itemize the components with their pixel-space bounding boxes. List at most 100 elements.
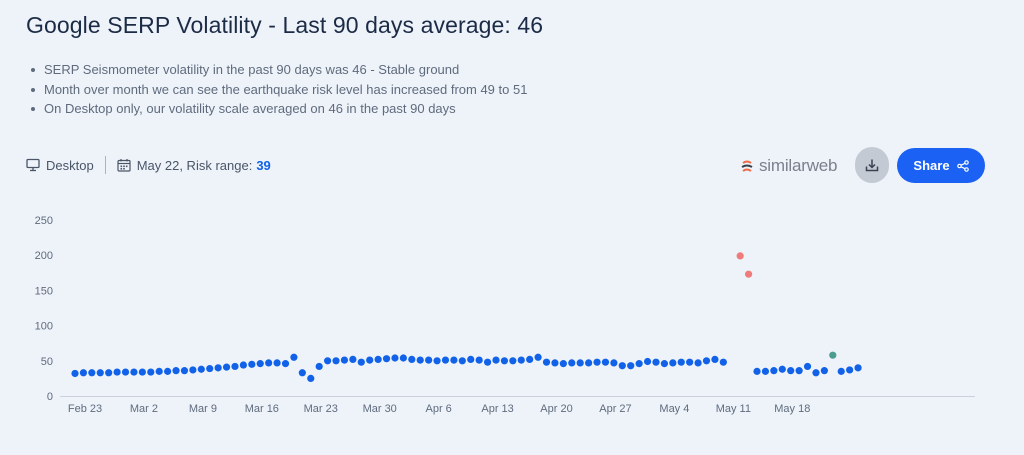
summary-item: Month over month we can see the earthqua… bbox=[24, 80, 534, 100]
data-point[interactable] bbox=[88, 369, 96, 377]
data-point[interactable] bbox=[551, 359, 559, 367]
data-point[interactable] bbox=[610, 359, 618, 367]
data-point[interactable] bbox=[568, 359, 576, 367]
data-point-high[interactable] bbox=[745, 270, 753, 278]
data-point[interactable] bbox=[172, 367, 180, 375]
data-point[interactable] bbox=[601, 358, 610, 366]
data-point[interactable] bbox=[517, 356, 525, 364]
data-point[interactable] bbox=[248, 360, 256, 368]
data-point[interactable] bbox=[425, 356, 433, 364]
data-point[interactable] bbox=[324, 357, 332, 365]
data-point[interactable] bbox=[795, 367, 803, 375]
data-point[interactable] bbox=[332, 357, 340, 365]
data-point[interactable] bbox=[509, 357, 517, 365]
data-point[interactable] bbox=[787, 367, 795, 375]
data-point[interactable] bbox=[770, 367, 778, 375]
x-tick-label: Apr 27 bbox=[599, 403, 631, 415]
data-point[interactable] bbox=[71, 369, 79, 378]
data-point[interactable] bbox=[349, 355, 357, 363]
data-point[interactable] bbox=[340, 356, 349, 364]
data-point[interactable] bbox=[686, 358, 694, 366]
data-point[interactable] bbox=[374, 355, 382, 363]
data-point[interactable] bbox=[593, 358, 601, 366]
data-point[interactable] bbox=[121, 368, 130, 376]
data-point[interactable] bbox=[357, 358, 365, 366]
data-point[interactable] bbox=[441, 356, 450, 364]
device-label[interactable]: Desktop bbox=[46, 157, 94, 173]
data-point[interactable] bbox=[408, 355, 416, 363]
data-point[interactable] bbox=[500, 357, 509, 365]
data-point[interactable] bbox=[189, 366, 197, 374]
data-point[interactable] bbox=[627, 362, 635, 370]
data-point[interactable] bbox=[164, 367, 172, 375]
data-point[interactable] bbox=[837, 367, 845, 375]
data-point[interactable] bbox=[256, 360, 264, 368]
data-point[interactable] bbox=[669, 359, 677, 367]
data-point[interactable] bbox=[576, 359, 584, 367]
data-point[interactable] bbox=[846, 366, 854, 374]
data-point[interactable] bbox=[761, 367, 770, 375]
data-point[interactable] bbox=[273, 359, 281, 367]
data-point[interactable] bbox=[467, 355, 475, 363]
data-point[interactable] bbox=[391, 354, 399, 362]
data-point[interactable] bbox=[803, 362, 812, 371]
data-point[interactable] bbox=[138, 368, 146, 376]
data-point[interactable] bbox=[239, 361, 247, 369]
data-point[interactable] bbox=[180, 367, 189, 375]
data-point[interactable] bbox=[155, 367, 163, 375]
data-point[interactable] bbox=[585, 359, 593, 367]
data-point[interactable] bbox=[820, 367, 828, 375]
data-point[interactable] bbox=[778, 365, 786, 373]
data-point[interactable] bbox=[542, 358, 551, 366]
data-point[interactable] bbox=[643, 357, 652, 366]
data-point[interactable] bbox=[753, 367, 761, 375]
data-point[interactable] bbox=[113, 368, 121, 376]
data-point[interactable] bbox=[231, 362, 239, 371]
data-point[interactable] bbox=[719, 358, 727, 366]
data-point[interactable] bbox=[694, 359, 702, 367]
data-point[interactable] bbox=[854, 364, 862, 372]
data-point[interactable] bbox=[105, 369, 113, 377]
data-point[interactable] bbox=[483, 358, 492, 366]
share-button[interactable]: Share bbox=[897, 148, 985, 183]
download-button[interactable] bbox=[855, 147, 889, 183]
data-point[interactable] bbox=[526, 355, 534, 363]
data-point[interactable] bbox=[79, 369, 88, 377]
data-point-high[interactable] bbox=[736, 252, 744, 260]
data-point[interactable] bbox=[315, 362, 323, 371]
data-point[interactable] bbox=[290, 353, 298, 361]
data-point[interactable] bbox=[281, 360, 290, 368]
data-point[interactable] bbox=[475, 356, 483, 364]
data-point[interactable] bbox=[222, 363, 231, 371]
data-point[interactable] bbox=[450, 356, 458, 364]
data-point[interactable] bbox=[635, 360, 643, 368]
data-point[interactable] bbox=[265, 359, 273, 367]
data-point[interactable] bbox=[399, 354, 407, 362]
data-point[interactable] bbox=[458, 357, 466, 365]
data-point[interactable] bbox=[534, 353, 542, 361]
share-label: Share bbox=[913, 158, 950, 173]
data-point[interactable] bbox=[711, 355, 719, 363]
data-point[interactable] bbox=[197, 365, 205, 373]
share-icon bbox=[956, 159, 969, 172]
data-point[interactable] bbox=[702, 357, 711, 365]
data-point[interactable] bbox=[307, 374, 315, 382]
data-point[interactable] bbox=[366, 356, 374, 364]
data-point[interactable] bbox=[214, 364, 222, 372]
data-point[interactable] bbox=[147, 368, 155, 376]
data-point[interactable] bbox=[298, 369, 306, 377]
data-point[interactable] bbox=[618, 362, 626, 370]
data-point[interactable] bbox=[559, 360, 567, 368]
data-point[interactable] bbox=[812, 369, 820, 377]
data-point[interactable] bbox=[492, 356, 500, 364]
data-point[interactable] bbox=[130, 368, 138, 376]
data-point[interactable] bbox=[206, 364, 214, 373]
data-point[interactable] bbox=[96, 369, 104, 377]
data-point[interactable] bbox=[416, 356, 424, 364]
data-point[interactable] bbox=[433, 357, 441, 365]
data-point-latest[interactable] bbox=[829, 351, 837, 359]
data-point[interactable] bbox=[382, 355, 391, 363]
data-point[interactable] bbox=[652, 358, 660, 366]
data-point[interactable] bbox=[677, 358, 685, 366]
data-point[interactable] bbox=[660, 360, 669, 368]
